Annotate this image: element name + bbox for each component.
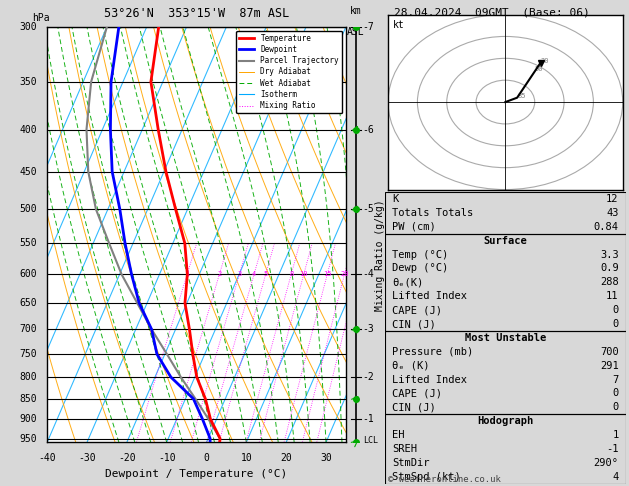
Text: Hodograph: Hodograph: [477, 416, 533, 426]
Text: Surface: Surface: [484, 236, 527, 246]
Text: km: km: [350, 6, 362, 17]
Text: © weatheronline.co.uk: © weatheronline.co.uk: [388, 474, 501, 484]
Text: Temp (°C): Temp (°C): [392, 250, 448, 260]
Text: kt: kt: [392, 20, 404, 30]
Text: 450: 450: [19, 167, 36, 176]
Text: θₑ (K): θₑ (K): [392, 361, 430, 371]
Text: StmSpd (kt): StmSpd (kt): [392, 472, 461, 482]
Text: 350: 350: [19, 77, 36, 87]
Text: -4: -4: [363, 269, 374, 279]
Text: 291: 291: [600, 361, 619, 371]
Text: 288: 288: [600, 278, 619, 287]
Text: -10: -10: [158, 452, 175, 463]
Bar: [385, 331, 626, 414]
Text: 8: 8: [289, 271, 293, 278]
Text: -2: -2: [363, 372, 374, 382]
Text: Lifted Index: Lifted Index: [392, 375, 467, 384]
Text: 900: 900: [19, 414, 36, 424]
Legend: Temperature, Dewpoint, Parcel Trajectory, Dry Adiabat, Wet Adiabat, Isotherm, Mi: Temperature, Dewpoint, Parcel Trajectory…: [236, 31, 342, 113]
Text: 0.84: 0.84: [594, 222, 619, 232]
Text: Totals Totals: Totals Totals: [392, 208, 474, 218]
Text: K: K: [392, 194, 398, 204]
Text: 20: 20: [340, 271, 348, 278]
Text: 0: 0: [204, 452, 209, 463]
Text: 650: 650: [19, 298, 36, 308]
Text: 4: 4: [252, 271, 256, 278]
Text: 400: 400: [19, 124, 36, 135]
Text: -6: -6: [363, 124, 374, 135]
Text: 30: 30: [540, 58, 549, 64]
Text: Most Unstable: Most Unstable: [465, 333, 546, 343]
Text: 11: 11: [606, 291, 619, 301]
Text: 550: 550: [19, 238, 36, 248]
Text: 1: 1: [613, 430, 619, 440]
Text: 30: 30: [320, 452, 332, 463]
Text: StmDir: StmDir: [392, 458, 430, 468]
Text: CIN (J): CIN (J): [392, 402, 436, 412]
Text: CIN (J): CIN (J): [392, 319, 436, 329]
Text: 950: 950: [19, 434, 36, 444]
Text: 50: 50: [535, 67, 543, 72]
Text: 15: 15: [323, 271, 331, 278]
Text: 10: 10: [240, 452, 252, 463]
Text: 700: 700: [600, 347, 619, 357]
Text: CAPE (J): CAPE (J): [392, 305, 442, 315]
Text: 20: 20: [281, 452, 292, 463]
Text: -1: -1: [363, 414, 374, 424]
Text: 0.9: 0.9: [600, 263, 619, 274]
Text: 600: 600: [19, 269, 36, 279]
Text: 290°: 290°: [594, 458, 619, 468]
Text: 3: 3: [237, 271, 242, 278]
Text: 28.04.2024  09GMT  (Base: 06): 28.04.2024 09GMT (Base: 06): [394, 7, 590, 17]
Text: ASL: ASL: [347, 27, 365, 37]
Text: 850: 850: [19, 394, 36, 404]
Text: 0: 0: [613, 388, 619, 399]
Bar: [385, 414, 626, 484]
Text: -20: -20: [118, 452, 136, 463]
Text: CAPE (J): CAPE (J): [392, 388, 442, 399]
Text: -3: -3: [363, 325, 374, 334]
Text: -30: -30: [78, 452, 96, 463]
Text: EH: EH: [392, 430, 404, 440]
Text: 7: 7: [613, 375, 619, 384]
Text: 1: 1: [185, 271, 189, 278]
Text: SREH: SREH: [392, 444, 417, 454]
Text: LCL: LCL: [363, 436, 378, 445]
Text: 3.3: 3.3: [600, 250, 619, 260]
Text: 43: 43: [606, 208, 619, 218]
Bar: [385, 192, 626, 234]
Text: hPa: hPa: [32, 13, 50, 22]
Text: 85: 85: [517, 93, 526, 99]
Text: 0: 0: [613, 319, 619, 329]
Text: 700: 700: [19, 325, 36, 334]
Text: Mixing Ratio (g/kg): Mixing Ratio (g/kg): [375, 199, 385, 311]
Text: 5: 5: [264, 271, 268, 278]
Text: Dewp (°C): Dewp (°C): [392, 263, 448, 274]
Text: Dewpoint / Temperature (°C): Dewpoint / Temperature (°C): [106, 469, 287, 479]
Text: 800: 800: [19, 372, 36, 382]
Text: -40: -40: [38, 452, 56, 463]
Text: PW (cm): PW (cm): [392, 222, 436, 232]
Text: 12: 12: [606, 194, 619, 204]
Text: Lifted Index: Lifted Index: [392, 291, 467, 301]
Text: 750: 750: [19, 349, 36, 359]
Text: θₑ(K): θₑ(K): [392, 278, 423, 287]
Text: 4: 4: [613, 472, 619, 482]
Text: 300: 300: [19, 22, 36, 32]
Text: -1: -1: [606, 444, 619, 454]
Text: 0: 0: [613, 305, 619, 315]
Text: 10: 10: [299, 271, 308, 278]
Text: 53°26'N  353°15'W  87m ASL: 53°26'N 353°15'W 87m ASL: [104, 7, 289, 20]
Bar: [385, 234, 626, 331]
Text: Pressure (mb): Pressure (mb): [392, 347, 474, 357]
Text: 0: 0: [613, 402, 619, 412]
Text: 500: 500: [19, 204, 36, 214]
Text: -5: -5: [363, 204, 374, 214]
Text: 2: 2: [217, 271, 221, 278]
Text: -7: -7: [363, 22, 374, 32]
